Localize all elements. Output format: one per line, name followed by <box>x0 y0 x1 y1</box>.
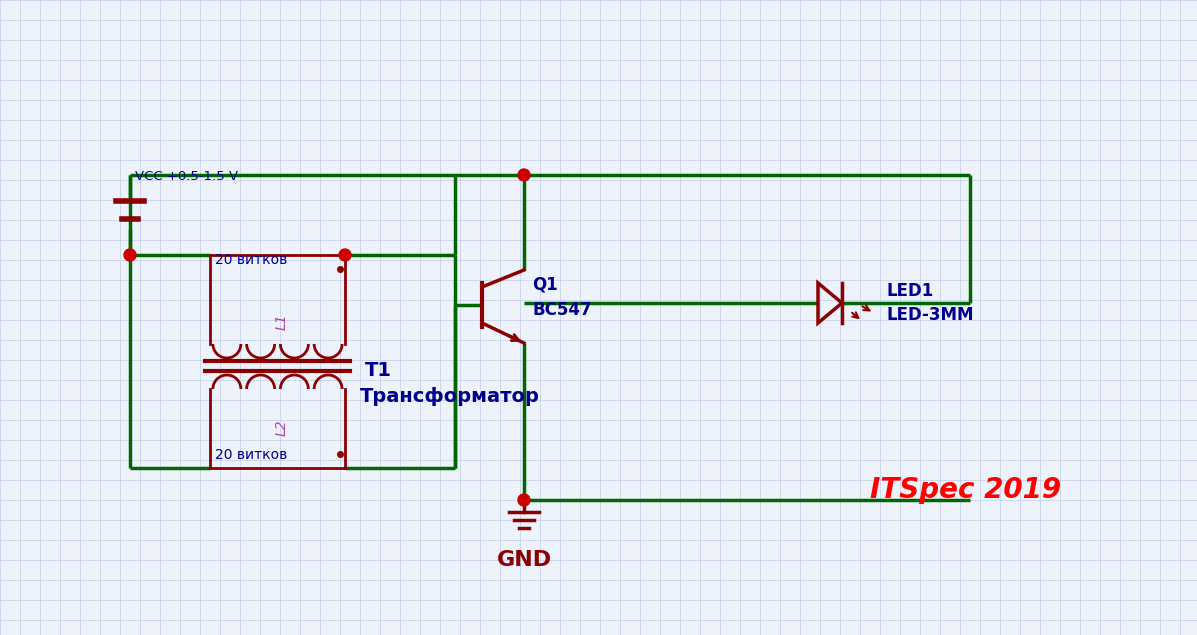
Text: LED-3MM: LED-3MM <box>887 306 974 324</box>
Text: L1: L1 <box>275 314 288 330</box>
Text: ITSpec 2019: ITSpec 2019 <box>870 476 1061 504</box>
Text: Q1: Q1 <box>531 276 558 294</box>
Circle shape <box>518 169 530 181</box>
Text: Трансформатор: Трансформатор <box>360 387 540 406</box>
Text: GND: GND <box>497 550 552 570</box>
Text: BC547: BC547 <box>531 301 591 319</box>
Circle shape <box>339 249 351 261</box>
Text: VCC +0.5-1.5 V: VCC +0.5-1.5 V <box>135 170 238 183</box>
Text: 20 витков: 20 витков <box>215 253 287 267</box>
Text: L2: L2 <box>275 420 288 436</box>
Circle shape <box>518 494 530 506</box>
Text: T1: T1 <box>365 361 391 380</box>
Text: LED1: LED1 <box>887 282 934 300</box>
Text: 20 витков: 20 витков <box>215 448 287 462</box>
Circle shape <box>124 249 136 261</box>
